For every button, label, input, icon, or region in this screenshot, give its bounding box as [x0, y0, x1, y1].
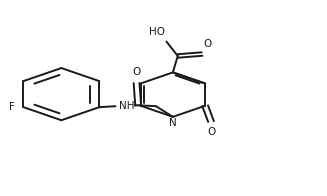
Text: N: N: [169, 118, 177, 128]
Text: O: O: [207, 127, 215, 137]
Text: O: O: [132, 67, 141, 77]
Text: O: O: [204, 39, 212, 49]
Text: F: F: [9, 102, 14, 112]
Text: NH: NH: [119, 101, 134, 111]
Text: HO: HO: [149, 27, 165, 37]
